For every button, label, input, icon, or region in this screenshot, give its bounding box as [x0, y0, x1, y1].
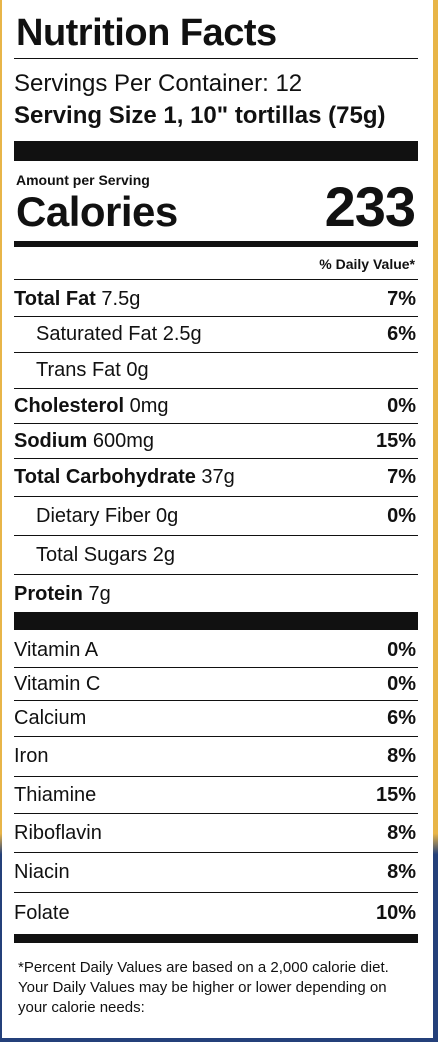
nutrient-name: Protein: [14, 582, 83, 605]
nutrient-pct: 15%: [375, 429, 416, 452]
vitamin-pct: 0%: [387, 638, 416, 661]
divider: [14, 496, 418, 497]
nutrient-row-total-fat: Total Fat 7.5g 7%: [14, 282, 418, 316]
nutrient-row-protein: Protein 7g: [14, 576, 418, 612]
divider: [14, 700, 418, 701]
nutrient-name: Total Sugars 2g: [36, 543, 175, 566]
vitamin-row-riboflavin: Riboflavin 8%: [14, 814, 418, 852]
vitamin-name: Niacin: [14, 861, 70, 883]
nutrient-amount: 600mg: [87, 429, 155, 452]
vitamin-pct: 0%: [387, 672, 416, 695]
vitamin-pct: 8%: [387, 861, 416, 883]
nutrient-pct: 7%: [387, 466, 416, 488]
divider: [14, 736, 418, 737]
nutrient-name: Total Fat: [14, 287, 96, 310]
vitamin-name: Iron: [14, 745, 49, 767]
footnote: *Percent Daily Values are based on a 2,0…: [18, 959, 389, 1016]
amount-per-serving: Amount per Serving: [16, 172, 150, 188]
vitamin-name: Folate: [14, 901, 70, 924]
vitamin-pct: 8%: [387, 821, 416, 844]
calories-value: 233: [324, 175, 416, 238]
divider: [14, 667, 418, 668]
vitamin-name: Vitamin A: [14, 638, 99, 661]
nutrient-row-trans-fat: Trans Fat 0g: [14, 353, 418, 388]
nutrient-name: Dietary Fiber 0g: [36, 504, 179, 527]
divider: [14, 813, 418, 814]
nutrient-name: Trans Fat 0g: [36, 359, 149, 381]
divider: [14, 279, 418, 280]
label-title: Nutrition Facts: [16, 12, 277, 54]
nutrient-amount: 7g: [82, 582, 111, 605]
vitamin-row-calcium: Calcium 6%: [14, 701, 418, 736]
nutrient-row-sodium: Sodium 600mg 15%: [14, 424, 418, 458]
divider: [14, 58, 418, 59]
vitamin-pct: 10%: [375, 901, 416, 924]
divider: [14, 892, 418, 893]
divider: [14, 352, 418, 353]
nutrient-amount: 0mg: [124, 394, 169, 417]
divider: [14, 388, 418, 389]
nutrient-pct: 6%: [387, 323, 416, 345]
vitamin-row-c: Vitamin C 0%: [14, 668, 418, 700]
thick-divider: [14, 612, 418, 630]
medium-divider: [14, 934, 418, 943]
medium-divider: [14, 241, 418, 247]
divider: [14, 423, 418, 424]
servings-per-container: Servings Per Container: 12: [14, 70, 303, 97]
nutrient-amount: 7.5g: [95, 287, 141, 310]
vitamin-row-a: Vitamin A 0%: [14, 633, 418, 667]
vitamin-row-thiamine: Thiamine 15%: [14, 777, 418, 813]
divider: [14, 776, 418, 777]
nutrient-name: Sodium: [14, 429, 88, 452]
serving-size: Serving Size 1, 10" tortillas (75g): [14, 102, 386, 129]
nutrient-name: Cholesterol: [14, 394, 125, 417]
divider: [14, 316, 418, 317]
daily-value-header: % Daily Value*: [319, 256, 415, 272]
vitamin-name: Thiamine: [14, 783, 97, 806]
divider: [14, 852, 418, 853]
nutrient-amount: 37g: [195, 466, 235, 488]
nutrient-name: Total Carbohydrate: [14, 466, 196, 488]
divider: [14, 535, 418, 536]
thick-divider: [14, 141, 418, 161]
nutrient-pct: 0%: [387, 394, 416, 417]
vitamin-row-iron: Iron 8%: [14, 737, 418, 776]
vitamin-name: Vitamin C: [14, 672, 101, 695]
vitamin-pct: 6%: [387, 707, 416, 729]
vitamin-pct: 15%: [375, 783, 416, 806]
nutrient-row-total-carbohydrate: Total Carbohydrate 37g 7%: [14, 459, 418, 496]
calories-label: Calories: [16, 188, 178, 235]
nutrient-pct: 7%: [387, 287, 416, 310]
nutrient-pct: 0%: [387, 504, 416, 527]
vitamin-pct: 8%: [387, 745, 416, 767]
vitamin-name: Calcium: [14, 707, 87, 729]
nutrient-name: Saturated Fat 2.5g: [36, 323, 202, 345]
nutrient-row-total-sugars: Total Sugars 2g: [14, 536, 418, 574]
nutrient-row-cholesterol: Cholesterol 0mg 0%: [14, 389, 418, 423]
vitamin-row-folate: Folate 10%: [14, 893, 418, 933]
nutrient-row-saturated-fat: Saturated Fat 2.5g 6%: [14, 317, 418, 352]
vitamin-row-niacin: Niacin 8%: [14, 853, 418, 892]
vitamin-name: Riboflavin: [14, 821, 102, 844]
divider: [14, 458, 418, 459]
nutrient-row-dietary-fiber: Dietary Fiber 0g 0%: [14, 497, 418, 535]
divider: [14, 574, 418, 575]
